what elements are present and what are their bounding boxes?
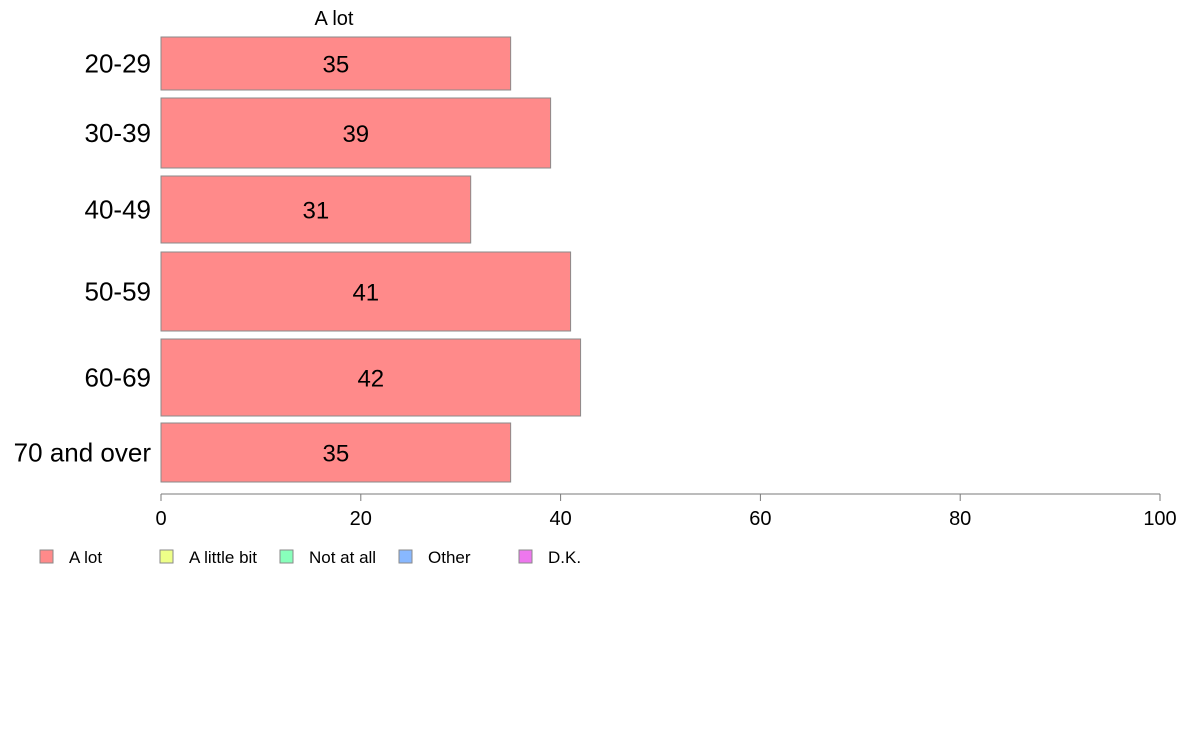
legend-swatch — [39, 549, 54, 564]
bar — [160, 175, 472, 244]
bar — [160, 338, 582, 417]
x-tick-label: 80 — [949, 508, 971, 530]
x-tick-label: 40 — [549, 508, 571, 530]
bar — [160, 97, 552, 169]
bar-value-label: 35 — [322, 52, 349, 79]
x-tick-label: 20 — [350, 508, 372, 530]
bar — [160, 36, 512, 91]
legend-swatch — [279, 549, 294, 564]
category-label: 20-29 — [85, 49, 152, 79]
x-tick-label: 60 — [749, 508, 771, 530]
bar-value-label: 42 — [357, 366, 384, 393]
bar — [160, 251, 572, 332]
legend-label: Other — [428, 548, 471, 567]
bars: 20-29 35 30-39 39 40-49 31 50-59 41 60-69 42 70 an… — [14, 36, 582, 483]
legend: A lot A little bit Not at all Other D.K. — [39, 548, 581, 567]
bar-value-label: 39 — [342, 121, 369, 148]
x-axis: 0 20 40 60 80 100 — [155, 493, 1177, 530]
x-tick-label: 100 — [1143, 508, 1176, 530]
legend-swatch — [398, 549, 413, 564]
legend-label: D.K. — [548, 548, 581, 567]
category-label: 70 and over — [14, 438, 152, 468]
bar-value-label: 41 — [352, 280, 379, 307]
legend-swatch — [159, 549, 174, 564]
category-label: 50-59 — [85, 277, 152, 307]
legend-label: Not at all — [309, 548, 376, 567]
bar-value-label: 35 — [322, 441, 349, 468]
bar-value-label: 31 — [302, 198, 329, 225]
bar — [160, 422, 512, 483]
category-label: 40-49 — [85, 195, 152, 225]
series-title: A lot — [315, 8, 354, 30]
legend-label: A little bit — [189, 548, 257, 567]
category-label: 30-39 — [85, 118, 152, 148]
legend-swatch — [518, 549, 533, 564]
category-label: 60-69 — [85, 363, 152, 393]
x-tick-label: 0 — [155, 508, 166, 530]
legend-label: A lot — [69, 548, 102, 567]
